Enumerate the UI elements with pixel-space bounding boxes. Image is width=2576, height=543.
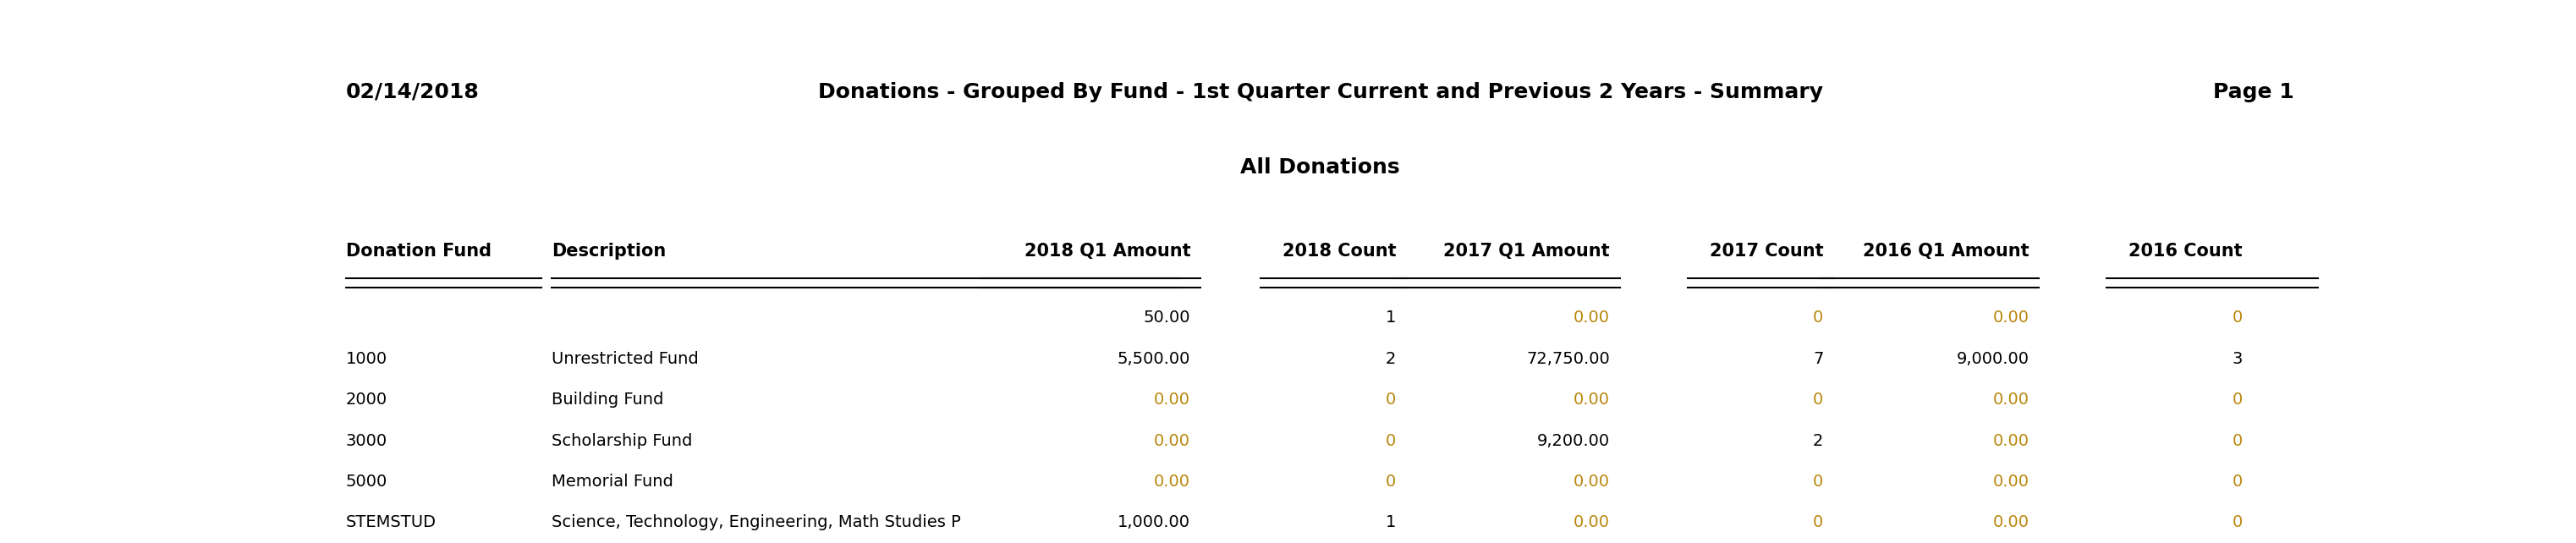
Text: 9,200.00: 9,200.00 bbox=[1538, 433, 1610, 449]
Text: Building Fund: Building Fund bbox=[551, 392, 665, 408]
Text: 0.00: 0.00 bbox=[1154, 392, 1190, 408]
Text: Donations - Grouped By Fund - 1st Quarter Current and Previous 2 Years - Summary: Donations - Grouped By Fund - 1st Quarte… bbox=[817, 82, 1824, 102]
Text: 0.00: 0.00 bbox=[1994, 473, 2030, 490]
Text: 1: 1 bbox=[1386, 310, 1396, 326]
Text: All Donations: All Donations bbox=[1242, 157, 1399, 178]
Text: 72,750.00: 72,750.00 bbox=[1525, 351, 1610, 367]
Text: 0: 0 bbox=[1386, 473, 1396, 490]
Text: 0: 0 bbox=[1814, 473, 1824, 490]
Text: Description: Description bbox=[551, 243, 667, 260]
Text: 0.00: 0.00 bbox=[1994, 392, 2030, 408]
Text: 0.00: 0.00 bbox=[1994, 515, 2030, 531]
Text: 0: 0 bbox=[2233, 473, 2244, 490]
Text: 0: 0 bbox=[1386, 433, 1396, 449]
Text: 0: 0 bbox=[1814, 392, 1824, 408]
Text: 2016 Count: 2016 Count bbox=[2128, 243, 2244, 260]
Text: 5000: 5000 bbox=[345, 473, 386, 490]
Text: 9,000.00: 9,000.00 bbox=[1955, 351, 2030, 367]
Text: Scholarship Fund: Scholarship Fund bbox=[551, 433, 693, 449]
Text: 0.00: 0.00 bbox=[1574, 310, 1610, 326]
Text: 0: 0 bbox=[2233, 392, 2244, 408]
Text: 2016 Q1 Amount: 2016 Q1 Amount bbox=[1862, 243, 2030, 260]
Text: 2017 Q1 Amount: 2017 Q1 Amount bbox=[1443, 243, 1610, 260]
Text: 2: 2 bbox=[1386, 351, 1396, 367]
Text: 2: 2 bbox=[1814, 433, 1824, 449]
Text: 02/14/2018: 02/14/2018 bbox=[345, 82, 479, 102]
Text: 3: 3 bbox=[2231, 351, 2244, 367]
Text: 5,500.00: 5,500.00 bbox=[1118, 351, 1190, 367]
Text: 0: 0 bbox=[1814, 310, 1824, 326]
Text: 2018 Count: 2018 Count bbox=[1283, 243, 1396, 260]
Text: 0.00: 0.00 bbox=[1994, 310, 2030, 326]
Text: 50.00: 50.00 bbox=[1144, 310, 1190, 326]
Text: Science, Technology, Engineering, Math Studies P: Science, Technology, Engineering, Math S… bbox=[551, 515, 961, 531]
Text: 0.00: 0.00 bbox=[1154, 473, 1190, 490]
Text: 0.00: 0.00 bbox=[1574, 392, 1610, 408]
Text: 2018 Q1 Amount: 2018 Q1 Amount bbox=[1025, 243, 1190, 260]
Text: 2017 Count: 2017 Count bbox=[1710, 243, 1824, 260]
Text: STEMSTUD: STEMSTUD bbox=[345, 515, 435, 531]
Text: Donation Fund: Donation Fund bbox=[345, 243, 492, 260]
Text: 0: 0 bbox=[1814, 515, 1824, 531]
Text: 1,000.00: 1,000.00 bbox=[1118, 515, 1190, 531]
Text: Unrestricted Fund: Unrestricted Fund bbox=[551, 351, 698, 367]
Text: 3000: 3000 bbox=[345, 433, 386, 449]
Text: 1: 1 bbox=[1386, 515, 1396, 531]
Text: 0.00: 0.00 bbox=[1154, 433, 1190, 449]
Text: 0.00: 0.00 bbox=[1994, 433, 2030, 449]
Text: 0: 0 bbox=[2233, 515, 2244, 531]
Text: Page 1: Page 1 bbox=[2213, 82, 2295, 102]
Text: 0.00: 0.00 bbox=[1574, 515, 1610, 531]
Text: Memorial Fund: Memorial Fund bbox=[551, 473, 672, 490]
Text: 0: 0 bbox=[2233, 310, 2244, 326]
Text: 7: 7 bbox=[1814, 351, 1824, 367]
Text: 0: 0 bbox=[2233, 433, 2244, 449]
Text: 1000: 1000 bbox=[345, 351, 386, 367]
Text: 0: 0 bbox=[1386, 392, 1396, 408]
Text: 0.00: 0.00 bbox=[1574, 473, 1610, 490]
Text: 2000: 2000 bbox=[345, 392, 386, 408]
